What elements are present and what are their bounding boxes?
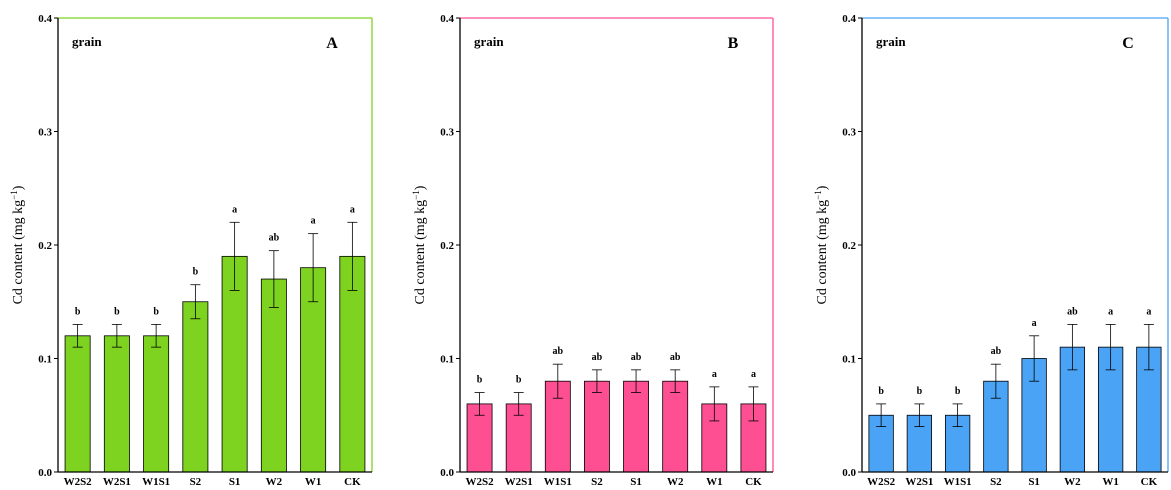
y-tick-label: 0.3 <box>842 127 856 139</box>
bar-W2S1 <box>906 414 933 473</box>
bar-CK <box>339 255 366 473</box>
x-tick-label: W1 <box>305 476 322 488</box>
x-tick-label: W1S1 <box>544 476 572 488</box>
x-tick-label: W2S1 <box>505 476 533 488</box>
x-tick-label: W2 <box>1064 476 1081 488</box>
significance-label: b <box>114 306 120 317</box>
y-tick-label: 0.1 <box>842 354 856 366</box>
y-tick-label: 0.1 <box>440 354 454 366</box>
significance-label: b <box>955 386 961 397</box>
significance-label: ab <box>553 346 564 357</box>
x-tick-label: W1 <box>1102 476 1119 488</box>
significance-label: ab <box>1067 306 1078 317</box>
y-axis-label: Cd content (mg kg−1) <box>411 185 428 304</box>
significance-label: ab <box>592 352 603 363</box>
x-tick-label: W1S1 <box>142 476 170 488</box>
annotation-grain: grain <box>72 34 102 49</box>
chart-panel-A: b W2S2 b W2S1 b W1S1 b S2 a S1 ab W2 a W1 a CK 0.0 0.1 0.2… <box>9 13 373 488</box>
x-tick-label: W2S1 <box>905 476 933 488</box>
y-tick-label: 0.3 <box>440 127 454 139</box>
y-tick-label: 0.2 <box>38 240 52 252</box>
significance-label: a <box>350 204 355 215</box>
y-tick-label: 0.0 <box>440 467 454 479</box>
bar-W2 <box>662 380 689 473</box>
y-tick-label: 0.4 <box>38 13 52 25</box>
significance-label: b <box>917 386 923 397</box>
panel-label: C <box>1122 35 1134 52</box>
y-axis-label: Cd content (mg kg−1) <box>813 185 830 304</box>
x-tick-label: W2 <box>266 476 283 488</box>
x-tick-label: CK <box>745 476 762 488</box>
x-tick-label: W2S2 <box>867 476 896 488</box>
x-tick-label: S1 <box>229 476 241 488</box>
bar-W1S1 <box>143 335 170 473</box>
significance-label: b <box>477 375 483 386</box>
x-tick-label: S1 <box>1028 476 1040 488</box>
y-axis-label: Cd content (mg kg−1) <box>9 185 26 304</box>
panel-label: B <box>728 35 739 52</box>
x-tick-label: W1 <box>706 476 723 488</box>
x-tick-label: S1 <box>630 476 642 488</box>
significance-label: ab <box>991 346 1002 357</box>
significance-label: a <box>751 369 756 380</box>
annotation-grain: grain <box>876 34 906 49</box>
bar-W2 <box>260 278 287 473</box>
bar-S1 <box>623 380 649 473</box>
bar-S2 <box>584 380 610 473</box>
bar-S1 <box>221 255 248 473</box>
x-tick-label: S2 <box>591 476 603 488</box>
chart-panel-B: b W2S2 b W2S1 ab W1S1 ab S2 ab S1 ab W2 a W1 a CK 0.0 0.1… <box>411 13 774 488</box>
x-tick-label: S2 <box>990 476 1002 488</box>
x-tick-label: W2 <box>667 476 684 488</box>
y-tick-label: 0.3 <box>38 127 52 139</box>
x-tick-label: CK <box>344 476 361 488</box>
y-tick-label: 0.4 <box>440 13 454 25</box>
y-tick-label: 0.1 <box>38 354 52 366</box>
y-tick-label: 0.4 <box>842 13 856 25</box>
bar-W2S2 <box>64 335 91 473</box>
chart-panel-C: b W2S2 b W2S1 b W1S1 ab S2 a S1 ab W2 a W1 a CK 0.0 0.1 0.… <box>813 13 1169 488</box>
significance-label: b <box>153 306 159 317</box>
x-tick-label: W1S1 <box>944 476 972 488</box>
y-tick-label: 0.2 <box>440 240 454 252</box>
y-tick-label: 0.2 <box>842 240 856 252</box>
significance-label: a <box>1108 306 1113 317</box>
significance-label: ab <box>631 352 642 363</box>
x-tick-label: W2S1 <box>103 476 131 488</box>
x-tick-label: W2S2 <box>466 476 495 488</box>
significance-label: a <box>311 216 316 227</box>
annotation-grain: grain <box>474 34 504 49</box>
bar-S2 <box>182 301 209 473</box>
significance-label: a <box>232 204 237 215</box>
significance-label: b <box>193 267 199 278</box>
x-tick-label: CK <box>1141 476 1158 488</box>
bar-W2S1 <box>103 335 130 473</box>
x-tick-label: S2 <box>190 476 202 488</box>
significance-label: ab <box>670 352 681 363</box>
significance-label: a <box>1146 306 1151 317</box>
x-tick-label: W2S2 <box>64 476 93 488</box>
significance-label: b <box>516 375 522 386</box>
significance-label: a <box>1032 318 1037 329</box>
y-tick-label: 0.0 <box>842 467 856 479</box>
significance-label: b <box>75 306 81 317</box>
significance-label: ab <box>269 233 280 244</box>
y-tick-label: 0.0 <box>38 467 52 479</box>
significance-label: a <box>712 369 717 380</box>
significance-label: b <box>878 386 884 397</box>
panel-label: A <box>326 35 338 52</box>
